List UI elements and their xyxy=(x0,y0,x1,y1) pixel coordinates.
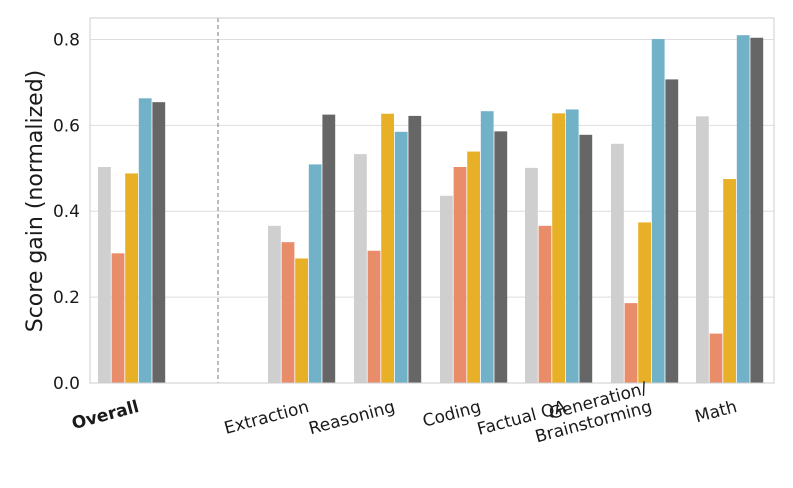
bar xyxy=(552,113,565,384)
y-tick-label: 0.0 xyxy=(53,374,80,394)
y-tick-labels: 0.0 0.2 0.4 0.6 0.8 xyxy=(53,30,80,394)
bar xyxy=(440,195,453,383)
bar xyxy=(295,258,308,383)
y-tick-label: 0.8 xyxy=(53,30,80,50)
bar xyxy=(394,131,408,383)
y-tick-label: 0.2 xyxy=(53,288,80,308)
x-tick-label-line: Reasoning xyxy=(307,397,397,439)
bar xyxy=(125,173,138,383)
bar xyxy=(736,35,750,383)
bar xyxy=(624,303,638,383)
bar xyxy=(308,164,322,383)
bar xyxy=(367,250,381,383)
x-tick-label: Coding xyxy=(421,397,484,432)
bar xyxy=(152,102,166,383)
x-tick-label-line: Overall xyxy=(70,397,141,434)
bar xyxy=(281,242,295,383)
y-tick-label: 0.6 xyxy=(53,116,80,136)
bar xyxy=(696,116,709,383)
bar xyxy=(651,39,665,384)
x-tick-label: Extraction xyxy=(222,397,311,439)
bar xyxy=(750,37,764,384)
bar xyxy=(467,151,480,383)
bar xyxy=(723,179,736,383)
bar xyxy=(138,98,152,384)
bar xyxy=(322,114,336,383)
bar xyxy=(665,79,679,383)
bar xyxy=(525,167,538,383)
bar xyxy=(453,167,467,383)
bar xyxy=(709,333,723,383)
bars xyxy=(98,35,764,384)
plot-border xyxy=(89,17,775,384)
y-tick-label: 0.4 xyxy=(53,202,80,222)
bar xyxy=(579,134,593,383)
bar xyxy=(354,154,367,383)
bar xyxy=(611,143,624,383)
y-axis-label: Score gain (normalized) xyxy=(23,70,48,333)
bar xyxy=(538,225,552,383)
x-tick-label: Overall xyxy=(70,397,141,434)
bar xyxy=(494,131,508,383)
bar xyxy=(565,109,579,383)
bar xyxy=(98,167,111,383)
x-tick-label: Math xyxy=(693,397,739,427)
bar xyxy=(111,253,125,383)
x-tick-label-line: Coding xyxy=(421,397,484,432)
plot-frame xyxy=(89,17,775,384)
x-tick-label-line: Extraction xyxy=(222,397,311,439)
x-tick-label: Reasoning xyxy=(307,397,397,439)
bar xyxy=(381,113,394,384)
bar xyxy=(408,115,422,383)
x-tick-label-line: Math xyxy=(693,397,739,427)
bar xyxy=(268,225,281,383)
bar xyxy=(480,111,494,384)
bar xyxy=(638,222,651,383)
